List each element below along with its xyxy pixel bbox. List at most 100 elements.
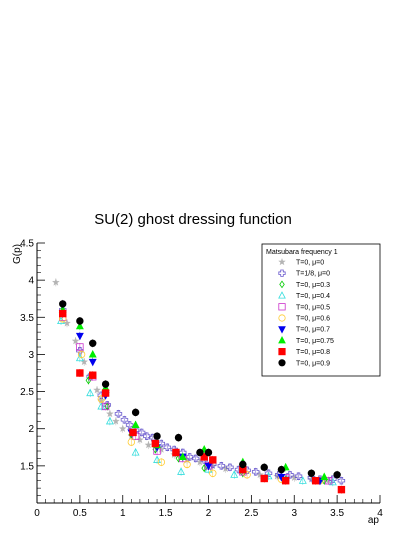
data-point: [129, 428, 137, 437]
series-9: [59, 299, 341, 479]
x-tick-label: 2.5: [244, 508, 258, 519]
x-tick-label: 2: [206, 508, 212, 519]
data-point: [136, 435, 144, 444]
data-point: [118, 424, 127, 433]
y-tick-label: 3.5: [20, 313, 34, 324]
x-axis-label: ap: [368, 515, 380, 526]
data-point: [324, 477, 333, 485]
data-point: [153, 455, 162, 463]
legend-marker: [278, 303, 286, 311]
data-point: [329, 475, 337, 483]
data-point: [97, 401, 106, 410]
data-point: [311, 477, 320, 485]
data-point: [127, 438, 136, 446]
data-point: [76, 369, 84, 377]
legend-marker: [279, 280, 285, 289]
data-point: [89, 371, 97, 379]
data-point: [101, 389, 110, 397]
x-tick-label: 4: [377, 508, 383, 519]
legend-marker: [278, 336, 286, 344]
data-point: [151, 439, 160, 448]
legend-item: T=0, μ=0.7: [278, 326, 330, 334]
data-point: [85, 376, 92, 385]
data-point: [131, 447, 140, 456]
data-point: [143, 432, 151, 440]
data-point: [63, 319, 71, 327]
x-tick-label: 0: [34, 508, 40, 519]
data-point: [281, 477, 290, 485]
data-point: [86, 388, 95, 397]
data-point: [183, 460, 191, 469]
data-point: [239, 460, 247, 469]
data-point: [101, 380, 110, 388]
data-point: [230, 470, 239, 478]
data-point: [307, 469, 316, 477]
data-point: [93, 386, 101, 394]
data-point: [131, 420, 140, 429]
data-point: [172, 448, 180, 457]
y-axis-label: G(p): [12, 244, 23, 264]
data-point: [191, 454, 200, 463]
data-point: [196, 448, 204, 457]
axes: 0 0.5 1 1.5 2 2.5 3 3.5 4 1.5 2 2.5 3 3.5 4 4.5: [20, 239, 383, 520]
data-point: [226, 463, 234, 472]
data-point: [101, 402, 110, 411]
legend-item: T=0, μ=0.8: [278, 347, 330, 356]
data-point: [264, 469, 273, 477]
data-point: [174, 433, 183, 442]
data-point: [125, 421, 134, 429]
data-point: [88, 358, 97, 367]
data-point: [175, 454, 182, 463]
data-point: [328, 477, 337, 486]
data-point: [177, 467, 186, 475]
data-point: [76, 317, 84, 325]
legend-label: T=0, μ=0.8: [296, 349, 330, 356]
data-point: [153, 432, 161, 440]
legend-item: T=0, μ=0.6: [278, 314, 330, 323]
data-point: [137, 428, 146, 437]
data-point: [131, 408, 140, 417]
data-point: [298, 476, 307, 484]
data-point: [204, 448, 213, 457]
data-point: [75, 321, 84, 330]
data-point: [337, 477, 346, 485]
legend-item: T=0, μ=0.4: [278, 291, 330, 300]
legend-label: T=0, μ=0: [296, 260, 324, 267]
data-point: [277, 465, 286, 474]
legend-label: T=1/8, μ=0: [296, 271, 330, 278]
data-point: [144, 440, 153, 449]
legend: Matsubara frequency 1 T=0, μ=0 T=1/8, μ=0…: [261, 243, 381, 377]
x-tick-label: 0.5: [73, 508, 87, 519]
data-point: [209, 456, 217, 464]
data-point: [77, 350, 86, 359]
series-8: [59, 309, 346, 494]
data-point: [337, 485, 346, 494]
series-3: [57, 316, 337, 487]
legend-item: T=0, μ=0.9: [278, 359, 330, 367]
x-tick-label: 3.5: [330, 508, 344, 519]
data-point: [209, 469, 217, 477]
y-tick-label: 1.5: [20, 461, 34, 472]
y-tick-label: 4.5: [20, 239, 34, 250]
x-tick-label: 3: [291, 508, 297, 519]
data-point: [76, 343, 84, 351]
data-point: [333, 471, 341, 479]
data-point: [105, 416, 114, 425]
legend-label: T=0, μ=0.4: [296, 293, 330, 300]
data-point: [88, 349, 97, 358]
legend-marker: [278, 291, 286, 299]
legend-item: T=0, μ=0.5: [278, 303, 330, 311]
legend-label: T=0, μ=0.7: [296, 327, 330, 334]
legend-label: T=0, μ=0.9: [296, 360, 330, 367]
legend-item: T=0, μ=0.75: [278, 336, 334, 345]
legend-marker: [278, 258, 286, 266]
data-point: [260, 463, 268, 472]
data-point: [59, 300, 67, 308]
data-point: [251, 468, 260, 476]
data-point: [120, 416, 129, 424]
data-marks: [51, 278, 346, 494]
legend-item: T=0, μ=0.3: [279, 280, 330, 289]
legend-label: T=0, μ=0.75: [296, 338, 334, 345]
x-tick-label: 1: [120, 508, 126, 519]
